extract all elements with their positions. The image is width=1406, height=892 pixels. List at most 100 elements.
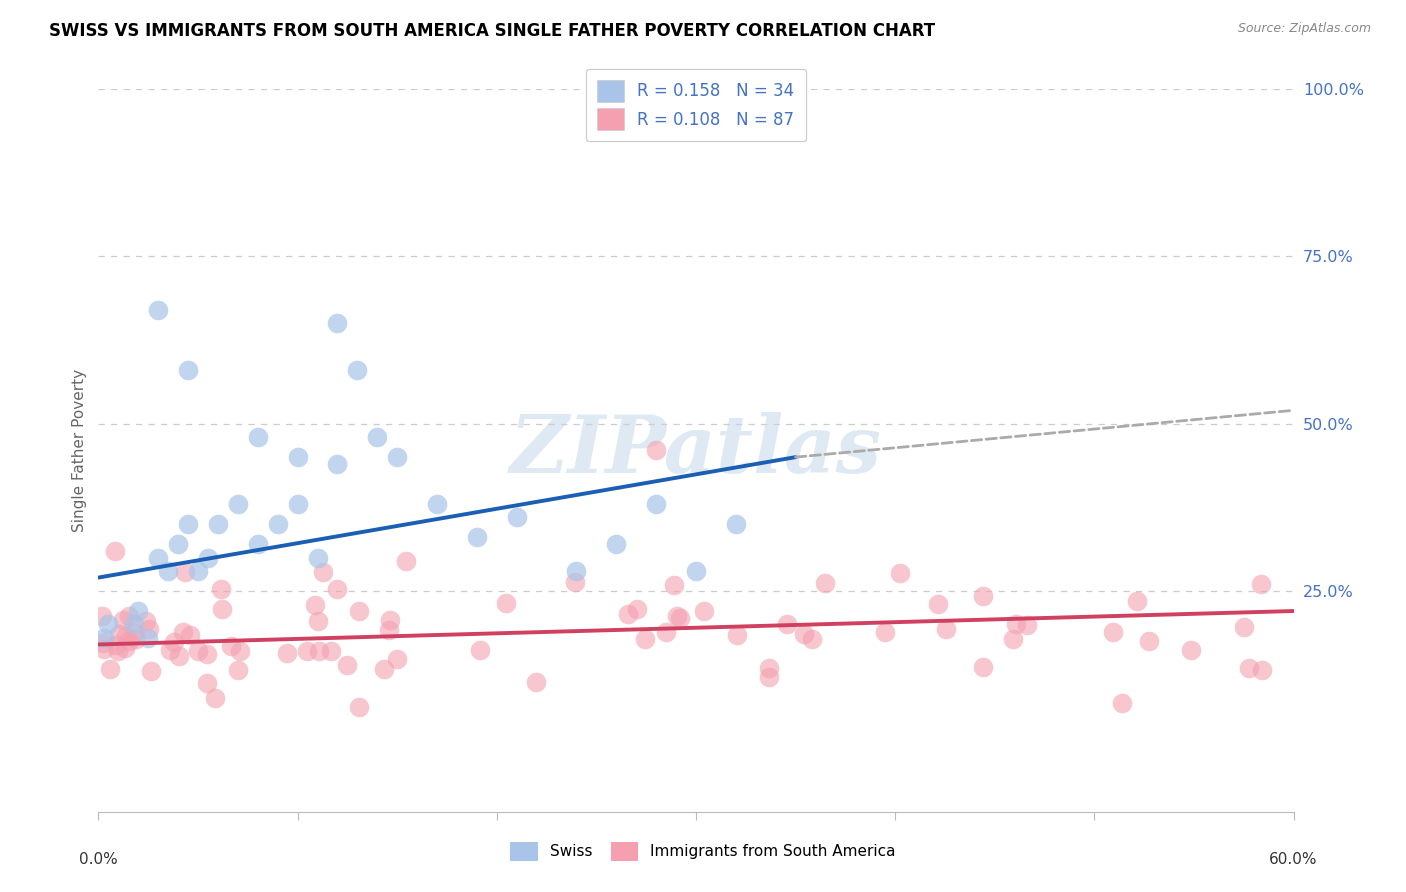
Point xyxy=(187,564,209,578)
Point xyxy=(114,641,136,656)
Point xyxy=(927,597,949,611)
Point xyxy=(105,638,128,652)
Point xyxy=(267,517,290,532)
Text: 60.0%: 60.0% xyxy=(1270,852,1317,867)
Point xyxy=(793,627,815,641)
Point xyxy=(972,660,994,674)
Point xyxy=(197,550,219,565)
Point xyxy=(1102,625,1125,640)
Point xyxy=(972,589,994,603)
Point xyxy=(179,628,201,642)
Point xyxy=(287,450,309,464)
Point xyxy=(775,616,797,631)
Point xyxy=(112,613,135,627)
Point xyxy=(167,649,190,664)
Point xyxy=(308,644,330,658)
Point xyxy=(1005,617,1028,632)
Point xyxy=(373,662,395,676)
Point xyxy=(308,615,330,629)
Point xyxy=(209,582,232,596)
Point xyxy=(725,628,748,642)
Point xyxy=(758,670,780,684)
Point xyxy=(326,457,349,471)
Point xyxy=(246,430,269,444)
Point xyxy=(157,564,180,578)
Point xyxy=(91,609,114,624)
Point xyxy=(207,517,229,532)
Point xyxy=(187,644,209,658)
Point xyxy=(118,633,141,648)
Point xyxy=(321,644,343,658)
Point xyxy=(229,644,252,658)
Point xyxy=(163,634,186,648)
Point xyxy=(177,517,200,532)
Point xyxy=(634,632,657,646)
Point xyxy=(758,660,780,674)
Point xyxy=(693,604,716,618)
Point xyxy=(295,644,318,658)
Point xyxy=(326,317,349,331)
Point xyxy=(118,609,141,624)
Point xyxy=(564,575,586,590)
Point xyxy=(173,566,195,580)
Point xyxy=(346,363,368,377)
Point xyxy=(204,690,226,705)
Point xyxy=(93,631,115,645)
Point xyxy=(148,303,170,318)
Point xyxy=(605,537,627,551)
Point xyxy=(665,609,688,624)
Point xyxy=(115,629,138,643)
Point xyxy=(626,602,648,616)
Point xyxy=(506,510,529,524)
Point xyxy=(195,647,218,661)
Point xyxy=(395,554,418,568)
Point xyxy=(814,576,837,591)
Point xyxy=(565,564,588,578)
Point xyxy=(124,632,146,646)
Point xyxy=(524,675,547,690)
Point xyxy=(1126,594,1149,608)
Point xyxy=(246,537,269,551)
Point xyxy=(378,623,401,637)
Point xyxy=(177,363,200,377)
Point xyxy=(107,644,129,658)
Point xyxy=(495,596,517,610)
Point xyxy=(124,625,146,640)
Point xyxy=(1250,576,1272,591)
Point xyxy=(1111,696,1133,710)
Point xyxy=(347,700,370,714)
Point xyxy=(378,613,401,627)
Point xyxy=(662,577,685,591)
Point xyxy=(935,622,957,636)
Point xyxy=(669,611,692,625)
Point xyxy=(104,544,127,558)
Point xyxy=(326,582,349,597)
Point xyxy=(1015,617,1038,632)
Point xyxy=(159,643,181,657)
Point xyxy=(98,662,121,676)
Point xyxy=(167,537,190,551)
Text: 0.0%: 0.0% xyxy=(79,852,118,867)
Point xyxy=(1233,620,1256,634)
Point xyxy=(97,617,120,632)
Point xyxy=(336,658,359,673)
Text: ZIPatlas: ZIPatlas xyxy=(510,412,882,489)
Point xyxy=(426,497,449,511)
Point xyxy=(304,598,326,612)
Point xyxy=(724,517,747,532)
Point xyxy=(287,497,309,511)
Point xyxy=(385,450,409,464)
Point xyxy=(108,627,131,641)
Point xyxy=(1001,632,1024,646)
Point xyxy=(226,497,249,511)
Point xyxy=(366,430,388,444)
Point xyxy=(148,550,170,565)
Point xyxy=(655,625,678,640)
Point xyxy=(124,617,146,632)
Point xyxy=(91,636,114,650)
Point xyxy=(889,566,911,580)
Point xyxy=(385,652,408,666)
Point xyxy=(307,550,329,565)
Point xyxy=(645,497,668,511)
Point xyxy=(347,604,370,618)
